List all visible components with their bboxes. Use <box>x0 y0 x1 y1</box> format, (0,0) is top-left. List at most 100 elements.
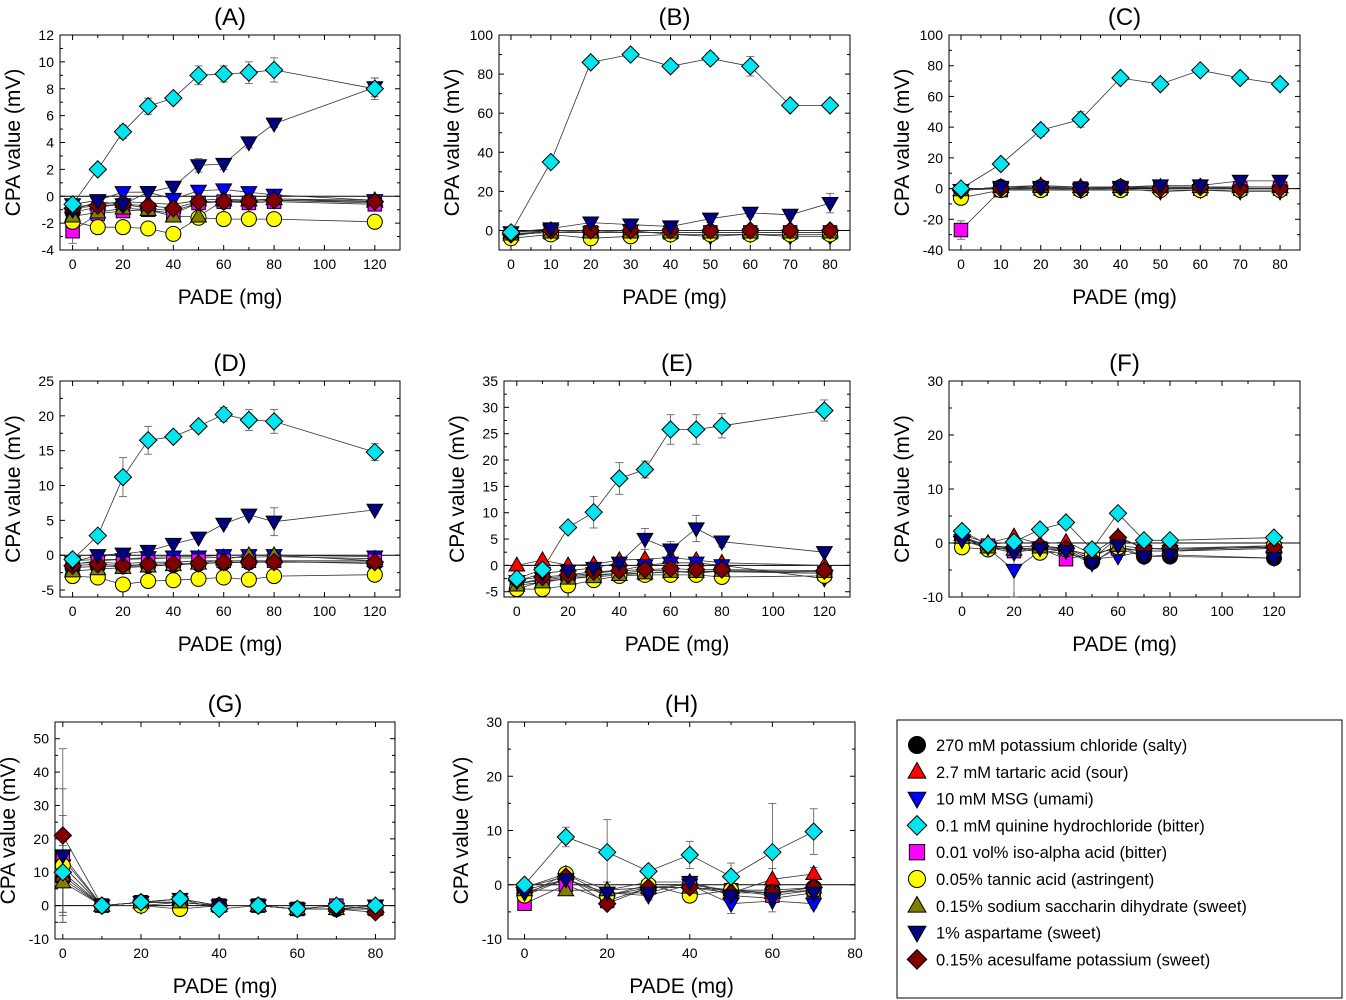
point-quinine <box>635 460 655 479</box>
y-tick-label: 5 <box>46 512 54 528</box>
point-acesulfame <box>214 192 234 211</box>
point-acesulfame <box>239 192 259 211</box>
plot-frame <box>507 721 856 940</box>
y-tick-label: 10 <box>33 864 49 880</box>
y-tick-label: 0 <box>494 877 502 893</box>
point-quinine <box>712 416 732 436</box>
series-line-acesulfame <box>961 536 1275 560</box>
x-tick-label: 20 <box>583 256 599 272</box>
x-tick-label: 20 <box>560 603 576 619</box>
point-quinine <box>170 889 190 909</box>
y-tick-label: 20 <box>927 150 943 166</box>
legend-label-quinine: 0.1 mM quinine hydrochloride (bitter) <box>936 817 1205 835</box>
x-axis-label: PADE (mg) <box>178 286 283 309</box>
point-quinine <box>661 420 680 439</box>
y-tick-label: 10 <box>482 505 498 521</box>
point-aspartame <box>559 564 577 580</box>
point-quinine <box>1004 532 1024 552</box>
series-line-saccharin <box>72 554 375 572</box>
point-quinine <box>138 430 158 450</box>
point-aspartame <box>821 196 839 213</box>
point-aspartame <box>661 220 680 236</box>
point-tannic <box>240 211 257 228</box>
point-quinine <box>507 569 527 588</box>
series-line-quinine <box>72 413 375 560</box>
x-tick-label: 40 <box>211 945 227 961</box>
y-tick-label: 60 <box>477 105 493 121</box>
panel-title: (C) <box>1108 4 1141 31</box>
point-acesulfame <box>113 556 133 575</box>
point-aspartame <box>265 515 283 532</box>
point-quinine <box>515 875 534 895</box>
plot-frame <box>498 34 851 251</box>
series-line-iso <box>516 571 825 585</box>
panel-f: (F)PADE (mg)CPA value (mV)0 20 40 60 80 100 12… <box>891 350 1301 656</box>
point-quinine <box>1151 74 1170 94</box>
legend-item-iso: 0.01 vol% iso-alpha acid (bitter) <box>908 844 1167 862</box>
x-tick-label: 0 <box>513 603 521 619</box>
y-tick-label: -10 <box>29 931 49 947</box>
series-line-aspartame <box>72 87 375 211</box>
series-line-aspartame <box>72 509 375 563</box>
series-line-tartaric <box>516 557 825 566</box>
legend-marker-iso <box>908 844 926 861</box>
plot-frame <box>54 721 396 940</box>
point-quinine <box>88 160 108 179</box>
panel-title: (B) <box>659 4 691 31</box>
series-line-quinine <box>516 410 825 579</box>
y-tick-label: 100 <box>470 27 494 43</box>
point-quinine <box>365 442 385 462</box>
y-tick-label: 40 <box>33 764 49 780</box>
point-acesulfame <box>635 560 655 579</box>
point-quinine <box>556 827 576 847</box>
point-aspartame <box>1231 174 1249 191</box>
series-line-msg <box>72 189 375 205</box>
point-quinine <box>113 467 133 487</box>
panel-title: (E) <box>661 350 693 377</box>
point-quinine <box>189 416 208 436</box>
point-quinine <box>365 79 385 99</box>
point-quinine <box>763 842 782 862</box>
point-aspartame <box>240 508 258 525</box>
legend-marker-kcl <box>908 736 926 754</box>
series-line-quinine <box>72 69 375 205</box>
y-tick-label: 25 <box>38 373 54 389</box>
legend-marker-tannic <box>908 870 926 888</box>
point-quinine <box>558 518 578 537</box>
series-line-msg <box>516 562 825 585</box>
point-aspartame <box>992 180 1010 197</box>
point-msg <box>189 184 208 201</box>
panel-e: (E)PADE (mg)CPA value (mV)0 20 40 60 80 100 12… <box>446 350 851 656</box>
point-aspartame <box>1135 550 1153 566</box>
point-aspartame <box>1057 544 1075 561</box>
point-tannic <box>140 220 157 237</box>
point-aspartame <box>1109 539 1127 555</box>
point-quinine <box>1111 68 1130 88</box>
x-tick-label: 40 <box>1058 603 1074 619</box>
point-aspartame <box>89 195 107 211</box>
panel-c: (C) PADE (mg) CPA value (mV) 0 10 20 30 40 50 60 7… <box>891 4 1301 309</box>
series-line-acesulfame <box>516 568 825 581</box>
point-aspartame <box>557 873 575 889</box>
series-line-acesulfame <box>72 561 375 567</box>
x-tick-label: 10 <box>993 256 1009 272</box>
point-quinine <box>978 535 998 554</box>
plot-frame <box>948 380 1301 598</box>
y-tick-label: -5 <box>486 584 499 600</box>
legend-label-tannic: 0.05% tannic acid (astringent) <box>936 871 1154 889</box>
x-tick-label: 40 <box>612 603 628 619</box>
point-quinine <box>610 469 629 488</box>
legend-item-acesulfame: 0.15% acesulfame potassium (sweet) <box>906 948 1210 970</box>
point-quinine <box>239 63 259 82</box>
x-tick-label: 120 <box>1262 603 1286 619</box>
point-acesulfame <box>53 826 73 845</box>
x-tick-label: 20 <box>115 256 131 272</box>
y-tick-label: 35 <box>482 373 498 389</box>
point-aspartame <box>636 532 654 549</box>
y-tick-label: -5 <box>42 582 55 598</box>
y-tick-label: 5 <box>490 531 498 547</box>
point-quinine <box>327 896 346 915</box>
point-aspartame <box>701 212 720 228</box>
x-tick-label: 0 <box>507 256 515 272</box>
